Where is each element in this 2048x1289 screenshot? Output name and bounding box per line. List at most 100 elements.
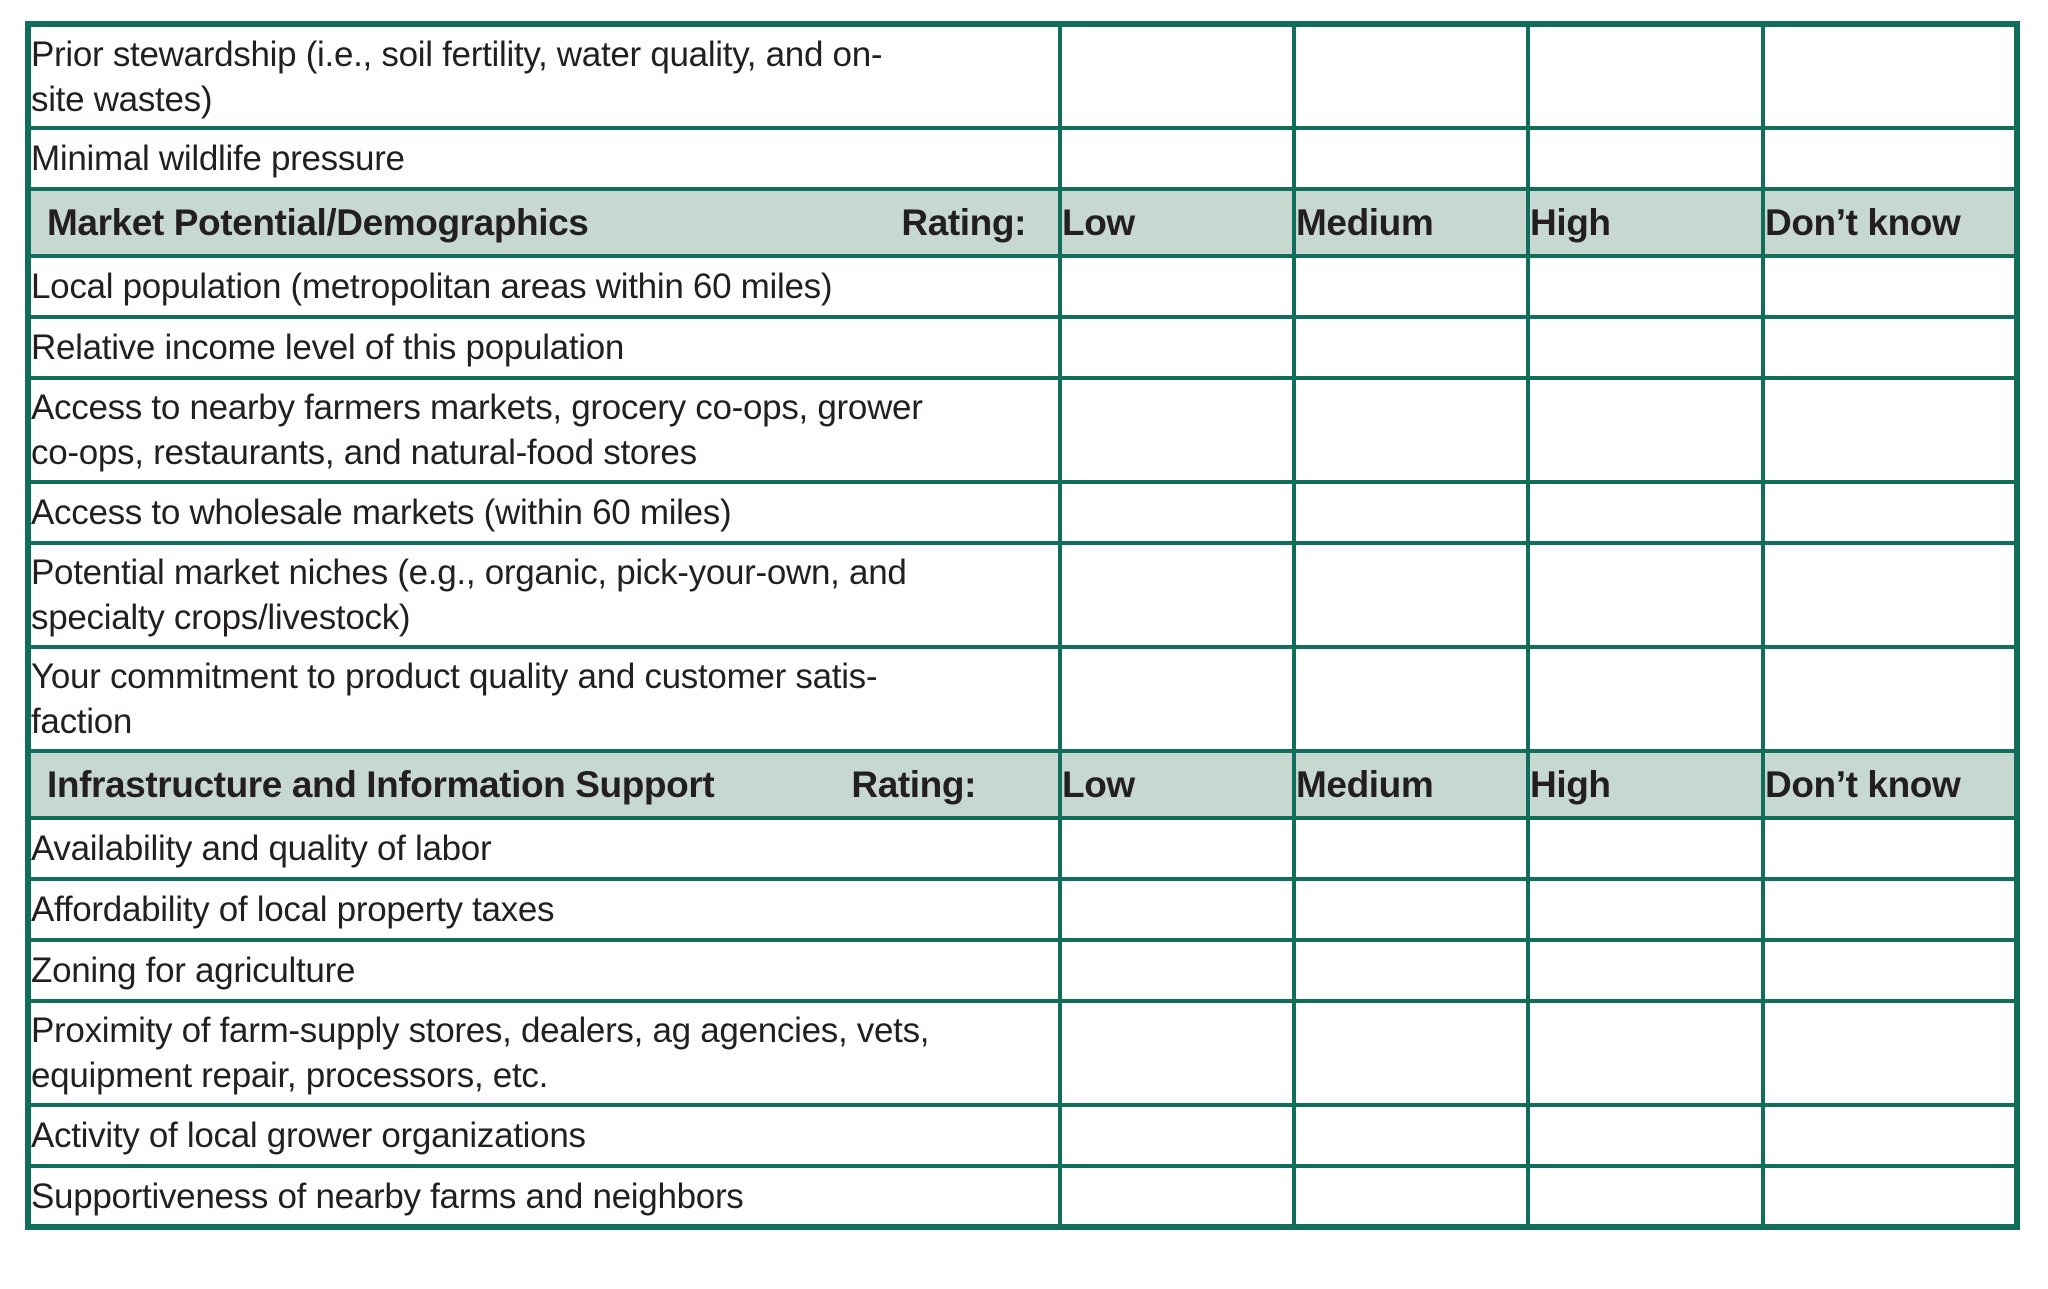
section-title: Market Potential/Demographics xyxy=(47,201,589,243)
rating-cell-medium[interactable] xyxy=(1292,376,1530,484)
rating-cell-low[interactable] xyxy=(1058,816,1296,881)
rating-cell-dont-know[interactable] xyxy=(1761,938,2019,1003)
column-header-low: Low xyxy=(1058,187,1296,258)
rating-cell-low[interactable] xyxy=(1058,877,1296,942)
rating-cell-high[interactable] xyxy=(1526,645,1765,753)
rating-cell-high[interactable] xyxy=(1526,254,1765,319)
rating-cell-dont-know[interactable] xyxy=(1761,816,2019,881)
table-row: Local population (metropolitan areas wit… xyxy=(26,254,2019,319)
rating-cell-high[interactable] xyxy=(1526,480,1765,545)
rating-cell-high[interactable] xyxy=(1526,938,1765,1003)
rating-cell-low[interactable] xyxy=(1058,1103,1296,1168)
rating-cell-medium[interactable] xyxy=(1292,938,1530,1003)
rating-cell-medium[interactable] xyxy=(1292,816,1530,881)
criterion-label: Prior stewardship (i.e., soil fertility,… xyxy=(26,22,1062,130)
column-header-low: Low xyxy=(1058,749,1296,820)
table-row: Relative income level of this population xyxy=(26,315,2019,380)
rating-cell-dont-know[interactable] xyxy=(1761,376,2019,484)
rating-cell-dont-know[interactable] xyxy=(1761,315,2019,380)
rating-cell-low[interactable] xyxy=(1058,480,1296,545)
rating-cell-dont-know[interactable] xyxy=(1761,22,2019,130)
rating-cell-medium[interactable] xyxy=(1292,254,1530,319)
criterion-label: Minimal wildlife pressure xyxy=(26,126,1062,191)
criterion-label: Local population (metropolitan areas wit… xyxy=(26,254,1062,319)
rating-cell-high[interactable] xyxy=(1526,816,1765,881)
section-header-row: Market Potential/Demographics Rating: Lo… xyxy=(26,187,2019,258)
rating-cell-low[interactable] xyxy=(1058,22,1296,130)
rating-cell-low[interactable] xyxy=(1058,315,1296,380)
rating-cell-medium[interactable] xyxy=(1292,480,1530,545)
rating-cell-low[interactable] xyxy=(1058,999,1296,1107)
section-title-cell: Market Potential/Demographics Rating: xyxy=(26,187,1062,258)
table-row: Activity of local grower organizations xyxy=(26,1103,2019,1168)
table-row: Prior stewardship (i.e., soil fertility,… xyxy=(26,22,2019,130)
rating-cell-low[interactable] xyxy=(1058,376,1296,484)
criterion-label: Relative income level of this population xyxy=(26,315,1062,380)
rating-cell-medium[interactable] xyxy=(1292,22,1530,130)
criterion-label: Affordability of local property taxes xyxy=(26,877,1062,942)
criterion-label: Supportiveness of nearby farms and neigh… xyxy=(26,1164,1062,1229)
rating-cell-high[interactable] xyxy=(1526,999,1765,1107)
rating-cell-dont-know[interactable] xyxy=(1761,999,2019,1107)
column-header-dont-know: Don’t know xyxy=(1761,749,2019,820)
criterion-label: Activity of local grower organizations xyxy=(26,1103,1062,1168)
section-header-row: Infrastructure and Information Support R… xyxy=(26,749,2019,820)
table-row: Zoning for agriculture xyxy=(26,938,2019,1003)
rating-cell-medium[interactable] xyxy=(1292,315,1530,380)
rating-label: Rating: xyxy=(851,763,976,805)
table-row: Affordability of local property taxes xyxy=(26,877,2019,942)
rating-cell-high[interactable] xyxy=(1526,126,1765,191)
rating-cell-dont-know[interactable] xyxy=(1761,126,2019,191)
criterion-label: Potential market niches (e.g., organic, … xyxy=(26,541,1062,649)
criterion-label: Access to nearby farmers markets, grocer… xyxy=(26,376,1062,484)
table-row: Availability and quality of labor xyxy=(26,816,2019,881)
rating-cell-medium[interactable] xyxy=(1292,1103,1530,1168)
rating-cell-dont-know[interactable] xyxy=(1761,541,2019,649)
rating-cell-high[interactable] xyxy=(1526,22,1765,130)
rating-cell-high[interactable] xyxy=(1526,376,1765,484)
section-title: Infrastructure and Information Support xyxy=(47,763,715,805)
rating-cell-dont-know[interactable] xyxy=(1761,1103,2019,1168)
table-row: Supportiveness of nearby farms and neigh… xyxy=(26,1164,2019,1229)
rating-label: Rating: xyxy=(901,201,1026,243)
criterion-label: Proximity of farm-supply stores, dealers… xyxy=(26,999,1062,1107)
rating-cell-low[interactable] xyxy=(1058,645,1296,753)
rating-cell-dont-know[interactable] xyxy=(1761,254,2019,319)
column-header-dont-know: Don’t know xyxy=(1761,187,2019,258)
table-row: Minimal wildlife pressure xyxy=(26,126,2019,191)
column-header-high: High xyxy=(1526,749,1765,820)
rating-cell-low[interactable] xyxy=(1058,938,1296,1003)
rating-cell-high[interactable] xyxy=(1526,541,1765,649)
rating-cell-medium[interactable] xyxy=(1292,999,1530,1107)
rating-cell-dont-know[interactable] xyxy=(1761,645,2019,753)
rating-cell-low[interactable] xyxy=(1058,254,1296,319)
rating-cell-dont-know[interactable] xyxy=(1761,480,2019,545)
rating-cell-medium[interactable] xyxy=(1292,645,1530,753)
criterion-label: Zoning for agriculture xyxy=(26,938,1062,1003)
table-row: Access to nearby farmers markets, grocer… xyxy=(26,376,2019,484)
rating-cell-low[interactable] xyxy=(1058,126,1296,191)
rating-cell-high[interactable] xyxy=(1526,877,1765,942)
rating-cell-dont-know[interactable] xyxy=(1761,1164,2019,1229)
column-header-high: High xyxy=(1526,187,1765,258)
rating-cell-high[interactable] xyxy=(1526,1103,1765,1168)
criterion-label: Your commitment to product quality and c… xyxy=(26,645,1062,753)
criterion-label: Access to wholesale markets (within 60 m… xyxy=(26,480,1062,545)
rating-cell-medium[interactable] xyxy=(1292,541,1530,649)
rating-cell-medium[interactable] xyxy=(1292,1164,1530,1229)
rating-cell-high[interactable] xyxy=(1526,1164,1765,1229)
table-row: Potential market niches (e.g., organic, … xyxy=(26,541,2019,649)
table-row: Your commitment to product quality and c… xyxy=(26,645,2019,753)
table-row: Proximity of farm-supply stores, dealers… xyxy=(26,999,2019,1107)
rating-cell-low[interactable] xyxy=(1058,1164,1296,1229)
rating-cell-high[interactable] xyxy=(1526,315,1765,380)
rating-cell-medium[interactable] xyxy=(1292,877,1530,942)
rating-cell-medium[interactable] xyxy=(1292,126,1530,191)
table-row: Access to wholesale markets (within 60 m… xyxy=(26,480,2019,545)
criterion-label: Availability and quality of labor xyxy=(26,816,1062,881)
rating-cell-low[interactable] xyxy=(1058,541,1296,649)
column-header-medium: Medium xyxy=(1292,749,1530,820)
rating-cell-dont-know[interactable] xyxy=(1761,877,2019,942)
site-assessment-rating-table: Prior stewardship (i.e., soil fertility,… xyxy=(25,21,2020,1230)
